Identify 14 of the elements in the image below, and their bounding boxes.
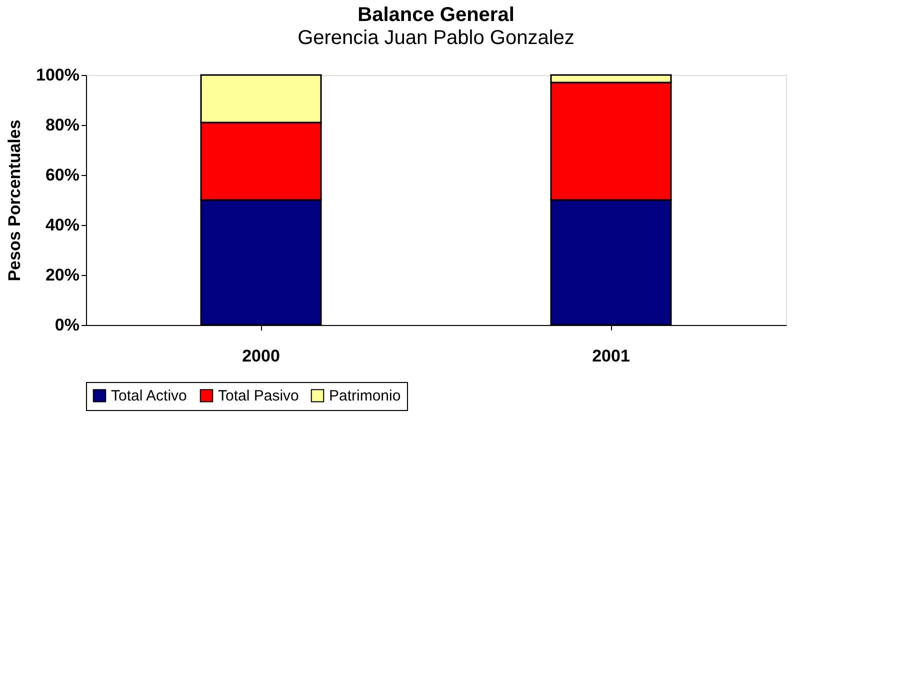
x-tick-label: 2001: [592, 346, 630, 366]
legend-label: Patrimonio: [329, 388, 401, 405]
y-tick-label: 40%: [45, 216, 80, 234]
legend-label: Total Pasivo: [218, 388, 299, 405]
x-tick-label: 2000: [242, 346, 280, 366]
chart-subtitle: Gerencia Juan Pablo Gonzalez: [298, 27, 574, 49]
y-tick-label: 0%: [54, 316, 80, 334]
legend-label: Total Activo: [111, 388, 187, 405]
y-tick-label: 80%: [45, 116, 80, 134]
y-tick-label: 20%: [45, 266, 80, 284]
y-tick-label: 60%: [45, 166, 80, 184]
y-tick-label: 100%: [36, 66, 80, 84]
y-axis-title: Pesos Porcentuales: [5, 120, 24, 282]
chart-title: Balance General: [358, 4, 514, 26]
